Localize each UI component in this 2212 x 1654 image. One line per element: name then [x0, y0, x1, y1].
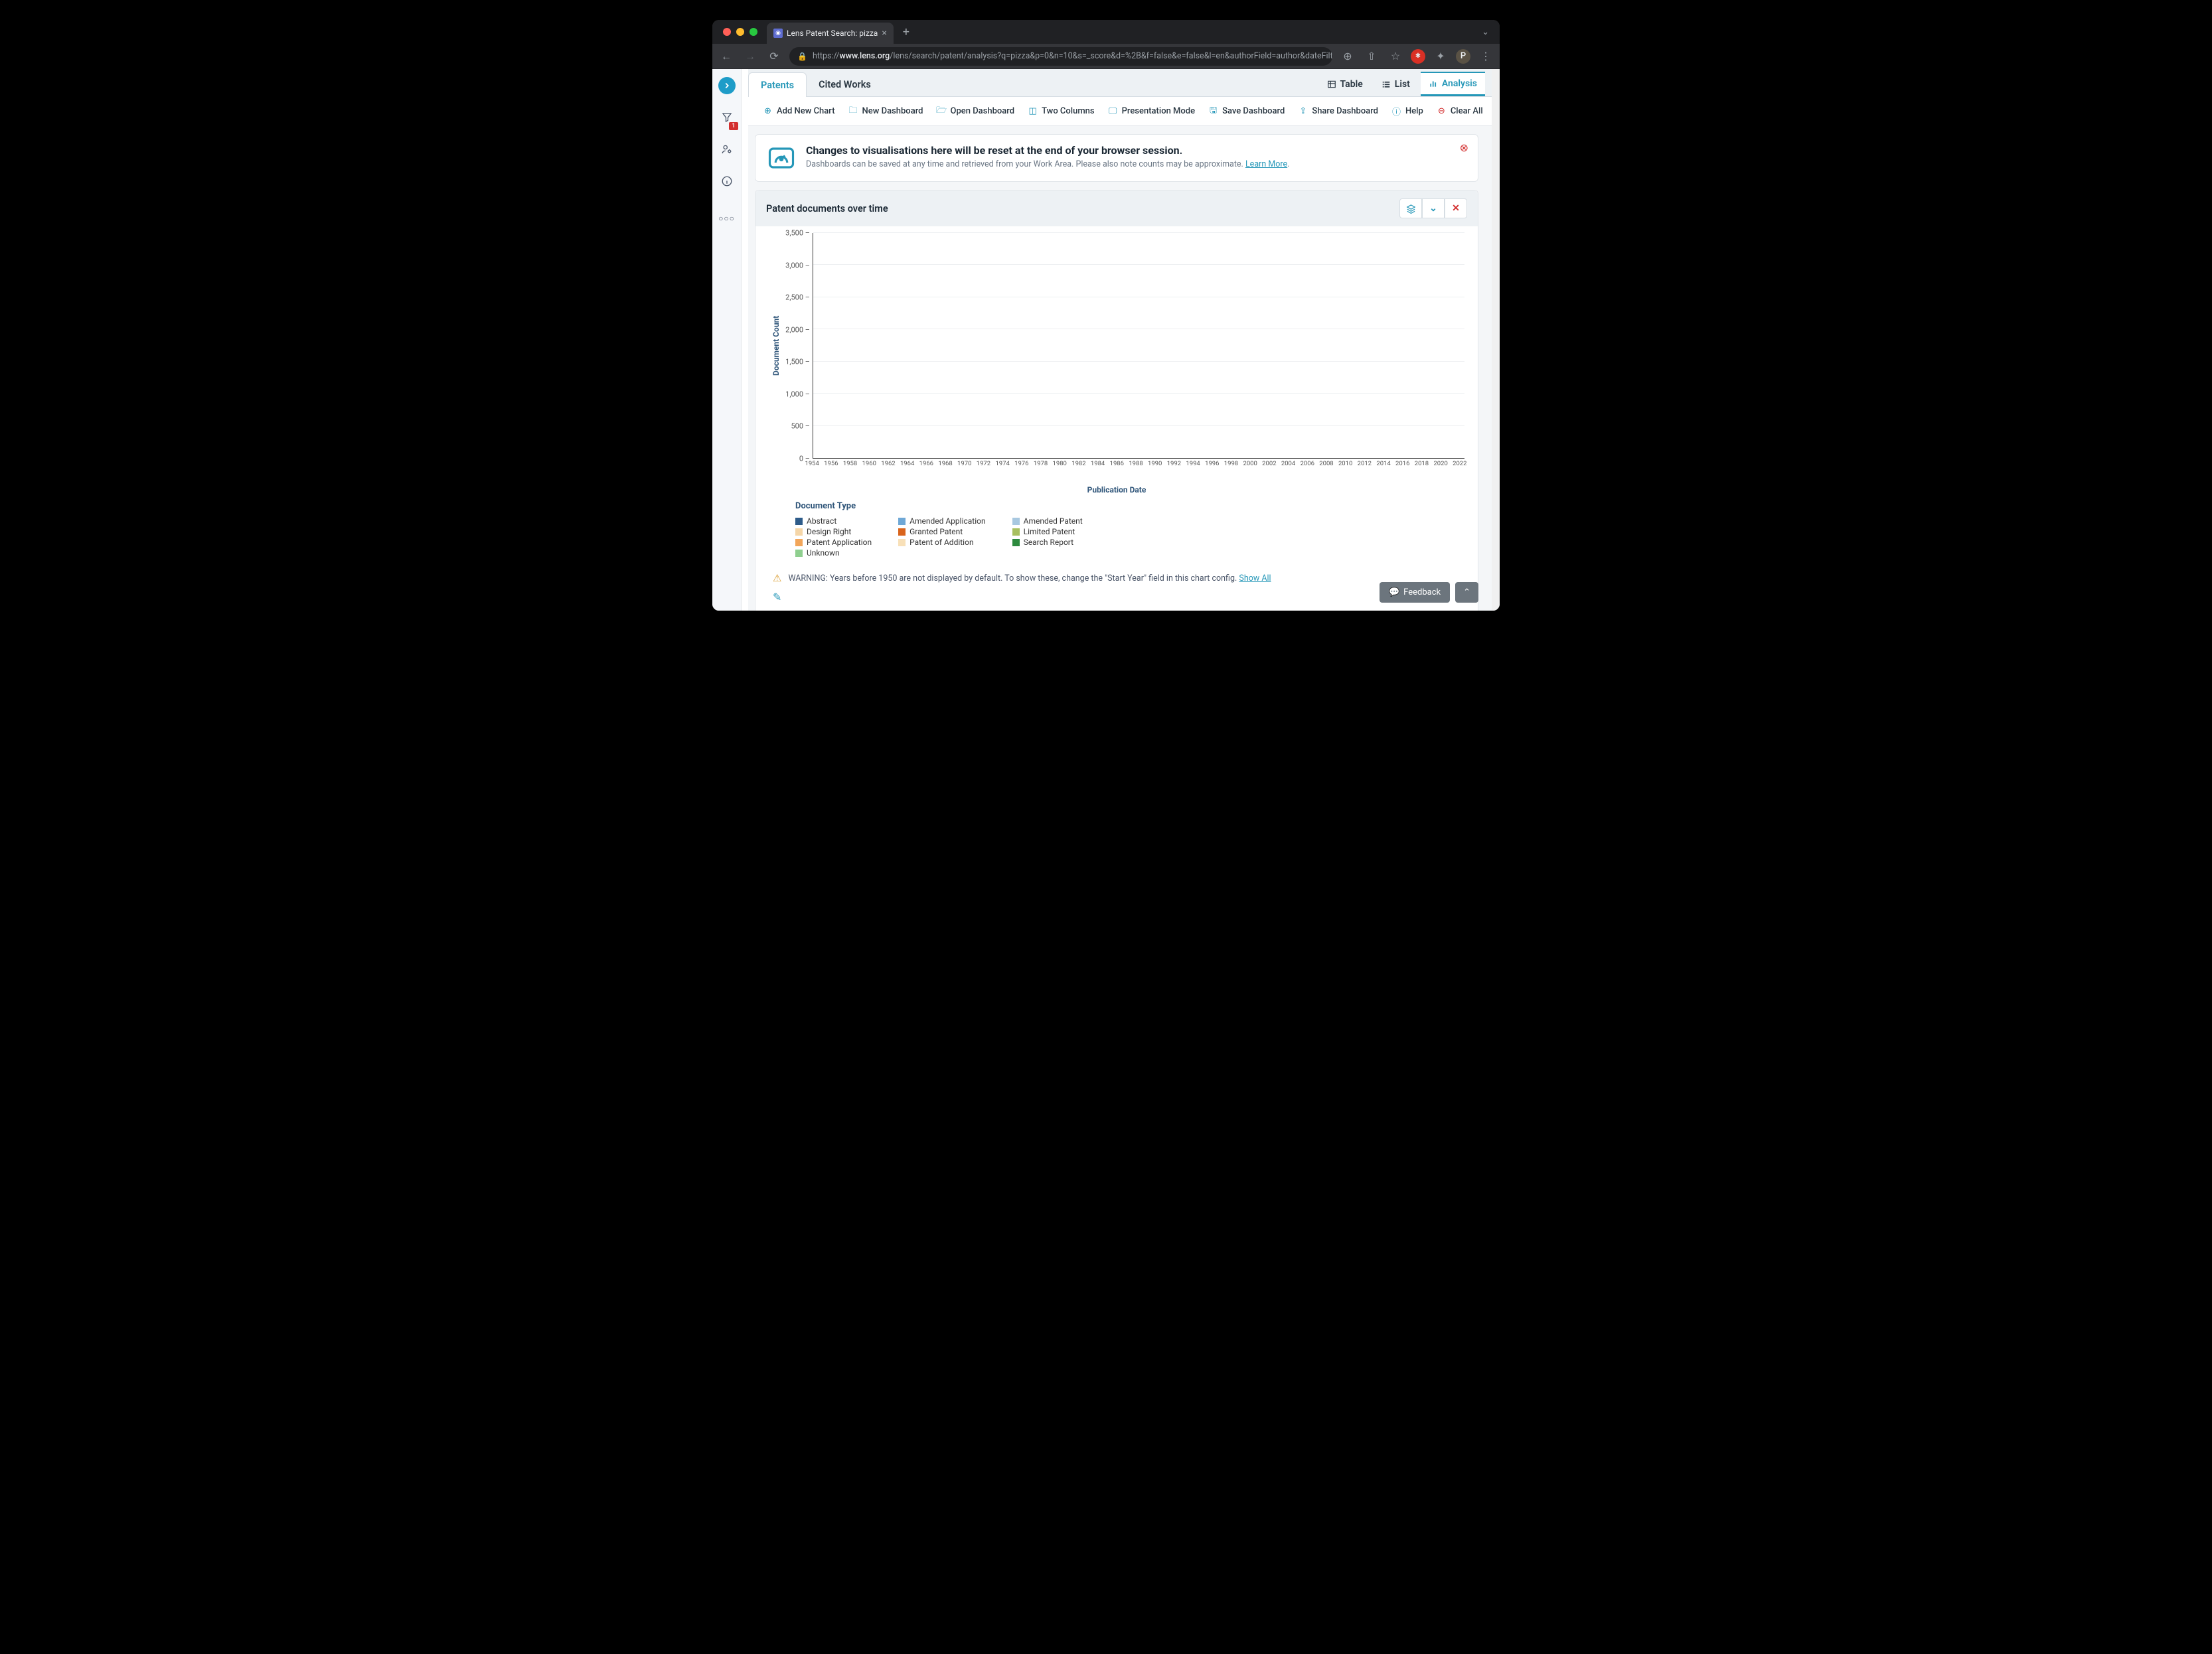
scroll-top-button[interactable]: ⌃	[1455, 582, 1478, 603]
favicon: ◉	[773, 29, 783, 38]
window-controls	[719, 28, 761, 36]
main-content: Patents Cited Works Table List Analysis …	[742, 69, 1492, 611]
legend-title: Document Type	[795, 501, 1438, 511]
legend-item[interactable]: Limited Patent	[1012, 527, 1083, 536]
more-button[interactable]: ○○○	[718, 210, 736, 227]
edit-chart-button[interactable]: ✎	[769, 587, 1464, 607]
legend-item[interactable]: Unknown	[795, 548, 872, 558]
primary-tabs: Patents Cited Works Table List Analysis	[748, 69, 1492, 97]
feedback-button[interactable]: 💬 Feedback	[1380, 582, 1450, 603]
help-button[interactable]: ⓘHelp	[1386, 104, 1429, 119]
share-icon[interactable]: ⇧	[1363, 50, 1380, 62]
extensions-icon[interactable]: ✦	[1432, 50, 1449, 62]
x-axis: 1954195619581960196219641966196819701972…	[807, 459, 1464, 472]
address-bar: ← → ⟳ 🔒 https://www.lens.org/lens/search…	[712, 44, 1500, 69]
reload-button[interactable]: ⟳	[765, 50, 783, 62]
tab-title: Lens Patent Search: pizza	[787, 29, 878, 38]
chart-remove-button[interactable]: ✕	[1445, 198, 1467, 218]
share-dashboard-button[interactable]: ⇪Share Dashboard	[1293, 104, 1383, 119]
legend-item[interactable]: Granted Patent	[898, 527, 985, 536]
new-dashboard-button[interactable]: 🗀New Dashboard	[843, 104, 929, 119]
save-dashboard-button[interactable]: 🖫Save Dashboard	[1203, 104, 1290, 119]
legend-item[interactable]: Patent of Addition	[898, 538, 985, 547]
back-button[interactable]: ←	[718, 50, 735, 63]
side-rail: 1 ○○○	[712, 69, 742, 611]
session-notice: Changes to visualisations here will be r…	[755, 134, 1478, 182]
chart-layers-button[interactable]	[1399, 198, 1422, 218]
chart-card-header: Patent documents over time ⌄ ✕	[755, 190, 1478, 226]
y-axis-label: Document Count	[769, 233, 783, 459]
bar-chart: Document Count 0 –500 –1,000 –1,500 –2,0…	[769, 233, 1464, 459]
zoom-icon[interactable]: ⊕	[1339, 50, 1356, 62]
expand-sidebar-button[interactable]	[718, 77, 736, 94]
two-columns-button[interactable]: ◫Two Columns	[1022, 104, 1100, 119]
gauge-icon	[767, 144, 795, 172]
url-bar[interactable]: 🔒 https://www.lens.org/lens/search/paten…	[789, 47, 1332, 66]
legend-item[interactable]: Patent Application	[795, 538, 872, 547]
clear-all-button[interactable]: ⊖Clear All	[1431, 104, 1488, 119]
browser-window: ◉ Lens Patent Search: pizza × + ⌄ ← → ⟳ …	[712, 20, 1500, 611]
y-axis: 0 –500 –1,000 –1,500 –2,000 –2,500 –3,00…	[783, 233, 813, 459]
warning-text: WARNING: Years before 1950 are not displ…	[788, 573, 1239, 583]
tab-patents[interactable]: Patents	[748, 72, 807, 97]
bookmark-icon[interactable]: ☆	[1387, 50, 1404, 62]
maximize-window-button[interactable]	[750, 28, 757, 36]
learn-more-link[interactable]: Learn More	[1245, 159, 1287, 169]
x-axis-label: Publication Date	[769, 485, 1464, 494]
legend-item[interactable]: Abstract	[795, 516, 872, 526]
new-tab-button[interactable]: +	[899, 25, 913, 39]
close-notice-button[interactable]: ⊗	[1460, 141, 1468, 154]
warning-icon: ⚠	[773, 572, 781, 584]
view-table-button[interactable]: Table	[1319, 74, 1371, 95]
tab-cited-works[interactable]: Cited Works	[807, 72, 883, 96]
view-list-button[interactable]: List	[1374, 74, 1418, 95]
show-all-link[interactable]: Show All	[1239, 573, 1271, 583]
chart-collapse-button[interactable]: ⌄	[1422, 198, 1445, 218]
view-analysis-button[interactable]: Analysis	[1421, 72, 1485, 96]
close-tab-button[interactable]: ×	[882, 28, 886, 38]
analysis-toolbar: ⊕Add New Chart 🗀New Dashboard 🗁Open Dash…	[748, 97, 1492, 126]
chart-warning: ⚠ WARNING: Years before 1950 are not dis…	[769, 564, 1464, 587]
chart-plot-area	[813, 233, 1464, 459]
filter-count-badge: 1	[729, 122, 738, 130]
notice-body: Dashboards can be saved at any time and …	[806, 159, 1289, 169]
legend-item[interactable]: Design Right	[795, 527, 872, 536]
chart-title: Patent documents over time	[766, 203, 888, 214]
notice-title: Changes to visualisations here will be r…	[806, 144, 1289, 157]
browser-tab-bar: ◉ Lens Patent Search: pizza × + ⌄	[712, 20, 1500, 44]
menu-icon[interactable]: ⋮	[1477, 50, 1494, 62]
url-text: https://www.lens.org/lens/search/patent/…	[813, 51, 1332, 61]
extension-icon-1[interactable]: ✱	[1411, 49, 1425, 64]
add-chart-button[interactable]: ⊕Add New Chart	[757, 104, 840, 119]
forward-button[interactable]: →	[742, 50, 759, 63]
filter-button[interactable]: 1	[718, 109, 736, 126]
browser-tab[interactable]: ◉ Lens Patent Search: pizza ×	[767, 23, 894, 44]
legend-item[interactable]: Amended Application	[898, 516, 985, 526]
minimize-window-button[interactable]	[736, 28, 744, 36]
chart-legend: Document Type Abstract Amended Applicatio…	[769, 494, 1464, 564]
chart-card: Patent documents over time ⌄ ✕ Document …	[755, 190, 1478, 611]
users-settings-button[interactable]	[718, 141, 736, 158]
page-scrollbar[interactable]	[1492, 69, 1500, 611]
lock-icon: 🔒	[797, 52, 807, 61]
legend-item[interactable]: Amended Patent	[1012, 516, 1083, 526]
scroll-area: Changes to visualisations here will be r…	[748, 126, 1492, 611]
open-dashboard-button[interactable]: 🗁Open Dashboard	[931, 104, 1020, 119]
info-button[interactable]	[718, 173, 736, 190]
close-window-button[interactable]	[723, 28, 731, 36]
tab-overflow-icon[interactable]: ⌄	[1482, 27, 1493, 37]
presentation-mode-button[interactable]: 🖵Presentation Mode	[1103, 104, 1200, 119]
legend-item[interactable]: Search Report	[1012, 538, 1083, 547]
profile-avatar[interactable]: P	[1456, 49, 1470, 64]
